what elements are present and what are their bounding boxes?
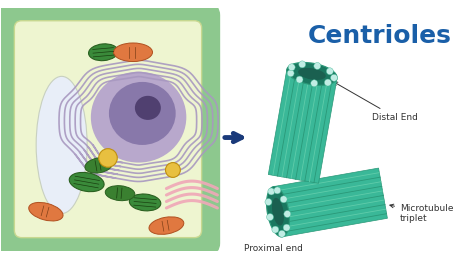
- Ellipse shape: [89, 44, 118, 61]
- Ellipse shape: [36, 76, 87, 214]
- Circle shape: [287, 70, 294, 77]
- Ellipse shape: [272, 198, 284, 226]
- Circle shape: [284, 211, 291, 217]
- Ellipse shape: [85, 158, 112, 173]
- Polygon shape: [273, 168, 387, 237]
- Circle shape: [268, 188, 275, 195]
- Ellipse shape: [298, 68, 326, 80]
- Circle shape: [288, 64, 295, 71]
- Circle shape: [265, 199, 272, 205]
- Ellipse shape: [129, 194, 161, 211]
- Circle shape: [278, 230, 285, 237]
- Circle shape: [99, 149, 117, 167]
- Ellipse shape: [105, 186, 135, 201]
- Circle shape: [296, 76, 303, 83]
- Text: Proximal end: Proximal end: [244, 244, 302, 253]
- FancyBboxPatch shape: [14, 21, 201, 238]
- Ellipse shape: [135, 96, 161, 120]
- Circle shape: [330, 74, 337, 81]
- Circle shape: [299, 61, 306, 68]
- Polygon shape: [268, 69, 337, 183]
- Text: Centrioles: Centrioles: [307, 24, 451, 48]
- Circle shape: [280, 196, 287, 203]
- Circle shape: [327, 68, 333, 75]
- Circle shape: [314, 62, 321, 69]
- Ellipse shape: [266, 187, 290, 237]
- Ellipse shape: [29, 203, 63, 221]
- Circle shape: [283, 224, 290, 231]
- Ellipse shape: [114, 43, 153, 62]
- Ellipse shape: [109, 82, 176, 145]
- Text: Microtubule
triplet: Microtubule triplet: [390, 204, 454, 223]
- FancyBboxPatch shape: [0, 4, 220, 254]
- Ellipse shape: [287, 62, 337, 85]
- Ellipse shape: [92, 73, 185, 161]
- Ellipse shape: [149, 217, 184, 234]
- FancyArrowPatch shape: [225, 133, 242, 142]
- Circle shape: [272, 226, 279, 233]
- Circle shape: [266, 214, 273, 221]
- Circle shape: [311, 80, 318, 87]
- Circle shape: [165, 162, 180, 177]
- Ellipse shape: [69, 172, 104, 192]
- Circle shape: [324, 79, 331, 86]
- Text: Distal End: Distal End: [334, 82, 418, 122]
- Circle shape: [274, 187, 281, 194]
